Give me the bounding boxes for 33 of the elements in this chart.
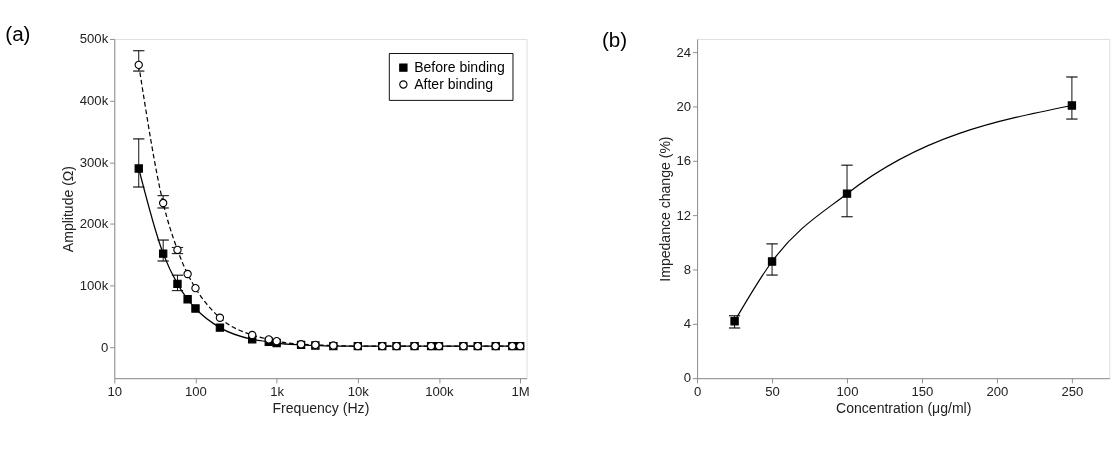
x-tick-label: 100	[185, 383, 207, 399]
chart-title: (b)	[601, 28, 628, 52]
y-tick-label: 100k	[79, 277, 109, 293]
legend-label: Before binding	[414, 59, 505, 76]
x-tick-label: 200	[986, 383, 1009, 399]
x-axis-title: Frequency (Hz)	[272, 400, 370, 417]
y-tick-label: 16	[676, 153, 692, 169]
x-tick-label: 10	[107, 383, 123, 399]
x-tick-label: 10k	[347, 383, 370, 399]
x-tick-label: 150	[911, 383, 934, 399]
y-tick-label: 0	[100, 339, 109, 355]
x-tick-label: 1M	[511, 383, 530, 399]
y-tick-label: 4	[683, 316, 692, 332]
y-tick-label: 300k	[79, 154, 109, 170]
legend-label: After binding	[414, 76, 494, 93]
y-axis-title: Impedance change (%)	[656, 136, 673, 282]
x-tick-label: 100	[836, 383, 859, 399]
y-tick-label: 12	[676, 207, 692, 223]
x-tick-label: 0	[693, 383, 702, 399]
y-tick-label: 500k	[79, 31, 109, 47]
y-tick-label: 24	[676, 44, 692, 60]
y-tick-label: 0	[683, 370, 692, 386]
y-tick-label: 8	[683, 261, 692, 277]
x-tick-label: 100k	[425, 383, 455, 399]
x-tick-label: 250	[1061, 383, 1084, 399]
x-tick-label: 50	[765, 383, 780, 399]
x-tick-label: 1k	[270, 383, 285, 399]
y-axis-title: Amplitude (Ω)	[60, 165, 77, 253]
y-tick-label: 400k	[79, 92, 109, 108]
y-tick-label: 200k	[79, 216, 109, 232]
x-axis-title: Concentration (μg/ml)	[836, 400, 972, 417]
y-tick-label: 20	[676, 99, 692, 115]
chart-title: (a)	[5, 21, 31, 45]
